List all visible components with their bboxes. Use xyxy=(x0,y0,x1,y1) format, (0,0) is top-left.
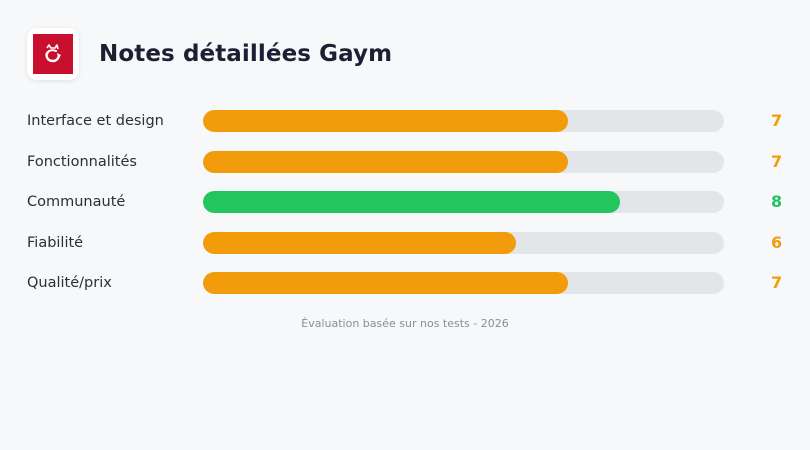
rating-score: 6 xyxy=(771,232,783,252)
rating-bar-track xyxy=(203,231,724,254)
rating-row: Qualité/prix 7 xyxy=(27,272,787,294)
rating-row: Communauté 8 xyxy=(27,191,787,213)
rating-row: Interface et design 7 xyxy=(27,110,787,132)
rating-score: 7 xyxy=(771,273,783,292)
gaym-logo-icon xyxy=(33,34,73,74)
rating-bar-track xyxy=(203,150,724,173)
rating-score: 7 xyxy=(771,151,783,171)
rating-label: Interface et design xyxy=(27,113,164,129)
rating-bar-fill xyxy=(203,191,620,213)
rating-row: Fiabilité 6 xyxy=(27,231,787,254)
rating-row: Fonctionnalités 7 xyxy=(27,150,787,173)
rating-bar-fill xyxy=(203,272,568,294)
rating-bar-track xyxy=(203,272,724,294)
rating-label: Fiabilité xyxy=(27,234,84,251)
rating-bar-fill xyxy=(203,231,516,254)
rating-score: 7 xyxy=(771,111,783,130)
rating-label: Communauté xyxy=(27,194,126,210)
page-title: Notes détaillées Gaym xyxy=(99,41,393,67)
rating-bar-track xyxy=(203,191,724,213)
rating-bar-track xyxy=(203,110,724,132)
ratings-list: Interface et design 7 Fonctionnalités 7 … xyxy=(27,110,787,313)
logo xyxy=(27,28,79,80)
header: Notes détaillées Gaym xyxy=(27,28,392,80)
footer-note: Évaluation basée sur nos tests - 2026 xyxy=(301,317,509,330)
rating-bar-fill xyxy=(203,150,568,173)
rating-score: 8 xyxy=(771,192,783,211)
rating-bar-fill xyxy=(203,110,568,132)
rating-label: Fonctionnalités xyxy=(27,153,137,170)
rating-label: Qualité/prix xyxy=(27,275,112,291)
